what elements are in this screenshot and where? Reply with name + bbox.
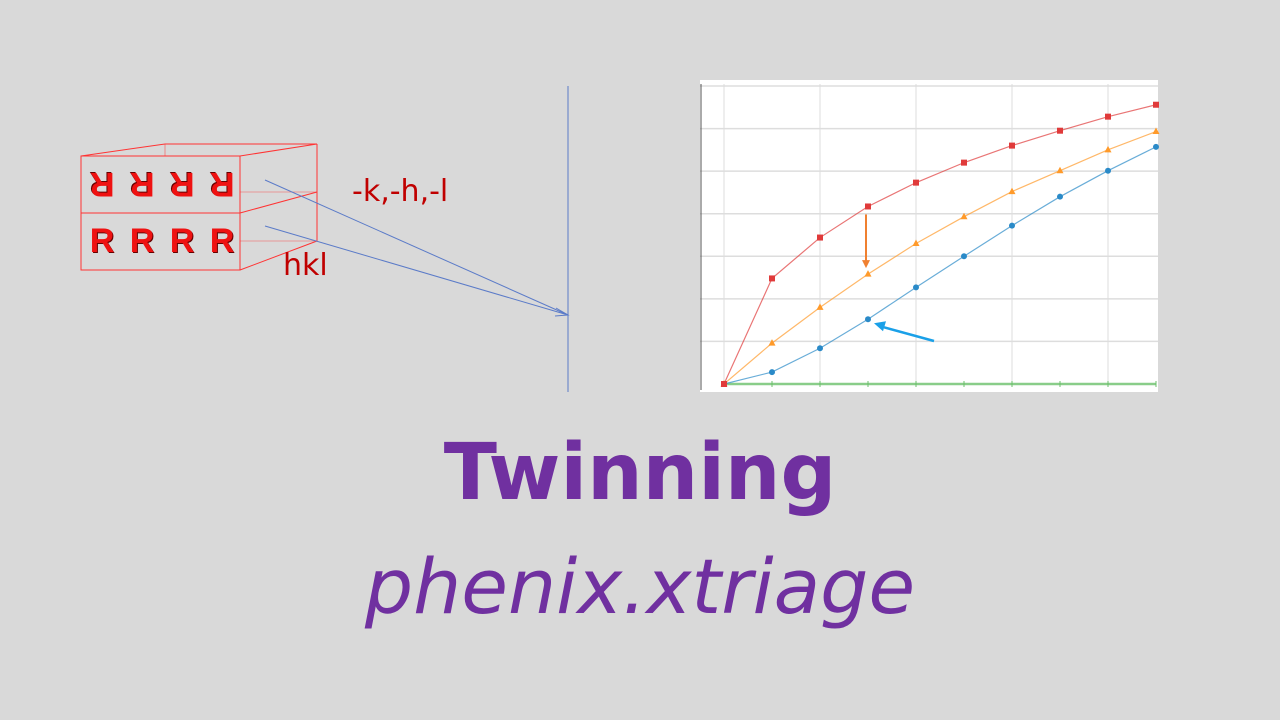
letter: R [89,222,115,260]
series-0-point [1009,142,1015,149]
main-ray [264,225,569,316]
series-1-point [1056,166,1064,174]
series-1-point [1008,187,1016,195]
arrow-down-icon [862,260,870,269]
series-1-point [768,339,776,346]
series-2-point [913,284,919,291]
arrow-left-icon [874,321,886,332]
series-2-point [961,253,967,260]
series-2-point [1153,143,1159,150]
twin-ray [264,179,569,316]
letter: R [169,165,195,203]
series-1-point [912,239,920,247]
twin-domain-letters: R R R R [82,164,242,203]
series-0-point [865,203,871,210]
series-0-line [723,104,1157,385]
ray-arrowhead-icon [554,307,570,317]
series-2-point [1009,222,1015,229]
letter: R [209,165,235,203]
series-1-point [960,212,968,220]
letter: R [89,165,115,203]
series-0-point [1057,127,1063,134]
twinning-diagram [80,86,570,392]
series-2-point [1105,167,1111,174]
series-0-point [769,275,775,282]
letter: R [129,165,155,203]
box-top [80,143,318,157]
series-2-point [865,316,871,323]
box-bottom-edge [239,240,318,271]
letter: R [169,222,195,260]
series-2-line [723,146,1157,385]
annotation-arrow-left [883,326,935,343]
series-0-point [961,159,967,166]
series-1-point [1104,145,1112,153]
letter: R [209,222,235,260]
series-0-point [721,381,727,387]
letter: R [129,222,155,260]
series-2-point [817,345,823,352]
series-1-line [723,130,1157,385]
series-0-point [913,179,919,186]
series-2-point [1057,193,1063,200]
slide-title: Twinning [443,428,837,518]
series-1-point [816,303,824,310]
twin-operator-label: -k,-h,-l [352,174,449,209]
slide-subtitle: phenix.xtriage [364,542,916,631]
series-0-point [1105,113,1111,120]
series-0-point [817,234,823,241]
series-2-point [769,369,775,376]
main-domain-letters: R R R R [82,222,242,261]
series-1-point [1152,127,1160,135]
crystal-box [80,143,318,271]
series-1-point [864,270,872,277]
twin-fraction-chart [700,80,1160,392]
hkl-label: hkl [283,248,328,283]
box-mid-edge [239,191,318,214]
series-0-point [1153,101,1159,108]
